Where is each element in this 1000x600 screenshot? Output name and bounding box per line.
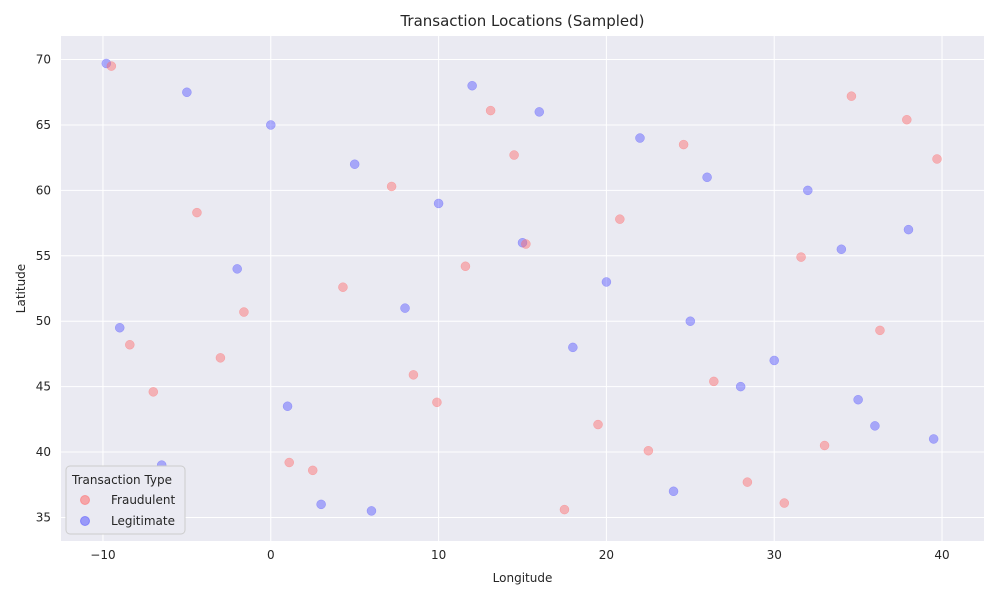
legend-marker-fraudulent	[80, 495, 90, 505]
data-point-fraudulent	[386, 181, 397, 192]
data-point-fraudulent	[125, 340, 135, 350]
data-point-legitimate	[349, 159, 360, 169]
data-point-fraudulent	[643, 445, 654, 456]
data-point-fraudulent	[284, 457, 294, 468]
data-point-fraudulent	[902, 114, 912, 125]
data-point-legitimate	[635, 133, 645, 143]
y-tick-label: 45	[36, 380, 51, 394]
data-point-legitimate	[316, 499, 326, 510]
data-point-legitimate	[836, 244, 847, 255]
data-point-legitimate	[735, 381, 746, 392]
data-point-legitimate	[870, 421, 880, 431]
data-point-fraudulent	[338, 282, 348, 292]
x-axis-label: Longitude	[493, 571, 553, 585]
data-point-fraudulent	[932, 154, 942, 164]
legend-label-fraudulent: Fraudulent	[111, 493, 175, 507]
data-point-legitimate	[400, 303, 410, 313]
data-point-legitimate	[668, 486, 679, 497]
data-point-fraudulent	[846, 91, 857, 101]
x-tick-label: −10	[90, 548, 115, 562]
data-point-legitimate	[282, 401, 293, 411]
series-legitimate	[101, 58, 939, 516]
series-fraudulent	[106, 61, 942, 515]
data-point-fraudulent	[796, 252, 806, 262]
data-point-fraudulent	[215, 353, 226, 363]
data-point-legitimate	[114, 322, 125, 333]
data-point-fraudulent	[460, 261, 471, 272]
data-point-legitimate	[769, 355, 779, 366]
y-tick-label: 70	[36, 53, 51, 67]
data-point-legitimate	[568, 342, 578, 353]
y-tick-label: 35	[36, 510, 51, 524]
data-point-legitimate	[685, 316, 696, 326]
data-points	[101, 58, 942, 516]
x-tick-label: 40	[934, 548, 949, 562]
legend-label-legitimate: Legitimate	[111, 514, 175, 528]
data-point-fraudulent	[521, 239, 531, 249]
plot-area	[61, 36, 984, 541]
data-point-fraudulent	[106, 61, 117, 71]
data-point-fraudulent	[307, 465, 318, 476]
data-point-fraudulent	[559, 504, 570, 515]
tick-labels: −10 0 10 20 30 40 35 40 45 50 55 60 65 70	[36, 53, 950, 562]
data-point-fraudulent	[432, 397, 442, 408]
data-point-legitimate	[101, 58, 112, 69]
data-point-legitimate	[433, 198, 444, 209]
y-tick-label: 60	[36, 183, 51, 197]
legend-title: Transaction Type	[71, 473, 172, 487]
legend: Transaction Type Fraudulent Legitimate	[65, 465, 186, 535]
x-tick-label: 10	[431, 548, 446, 562]
y-tick-label: 50	[36, 314, 51, 328]
data-point-legitimate	[601, 277, 612, 287]
data-point-fraudulent	[875, 325, 885, 336]
data-point-fraudulent	[615, 214, 625, 224]
data-point-fraudulent	[408, 370, 419, 380]
y-tick-label: 55	[36, 249, 51, 263]
data-point-fraudulent	[485, 105, 496, 116]
y-axis-label: Latitude	[14, 264, 28, 313]
data-point-fraudulent	[509, 150, 519, 160]
legend-marker-legitimate	[80, 516, 90, 526]
data-point-fraudulent	[819, 440, 830, 451]
data-point-fraudulent	[678, 139, 689, 150]
x-tick-label: 30	[767, 548, 782, 562]
x-tick-label: 20	[599, 548, 614, 562]
y-tick-label: 40	[36, 445, 51, 459]
data-point-legitimate	[803, 185, 813, 196]
data-point-fraudulent	[742, 477, 753, 487]
data-point-legitimate	[853, 394, 863, 405]
data-point-legitimate	[534, 107, 545, 117]
data-point-fraudulent	[593, 419, 603, 430]
data-point-legitimate	[928, 434, 939, 444]
data-point-legitimate	[467, 80, 477, 91]
chart-title: Transaction Locations (Sampled)	[399, 12, 644, 30]
data-point-legitimate	[366, 506, 377, 516]
data-point-fraudulent	[709, 376, 719, 387]
data-point-fraudulent	[192, 207, 202, 218]
data-point-legitimate	[702, 172, 712, 183]
data-point-fraudulent	[779, 498, 790, 508]
data-point-legitimate	[266, 120, 276, 130]
data-point-fraudulent	[239, 307, 249, 317]
data-point-legitimate	[903, 224, 914, 235]
data-point-legitimate	[182, 87, 192, 98]
x-tick-label: 0	[267, 548, 275, 562]
data-point-fraudulent	[148, 387, 159, 397]
data-point-legitimate	[232, 264, 242, 274]
grid-lines	[61, 36, 984, 541]
legend-box	[65, 465, 186, 535]
y-tick-label: 65	[36, 118, 51, 132]
